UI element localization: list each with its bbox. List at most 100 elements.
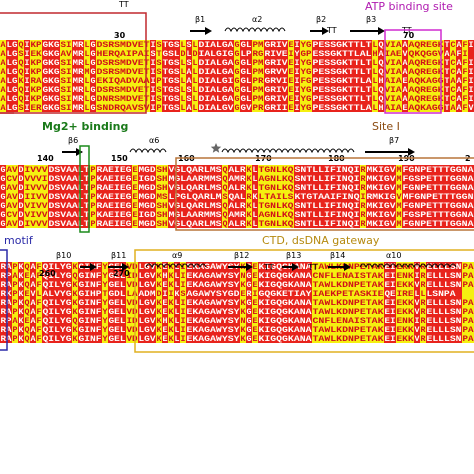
column-shade [408,165,414,228]
column-shade [294,40,300,112]
column-shade [300,165,306,228]
star-marker [210,143,222,153]
column-shade [246,165,252,228]
column-shade [204,40,210,112]
strand-label: β12 [234,251,249,260]
column-shade [72,40,78,112]
column-shade [36,40,42,112]
column-shade [294,262,300,343]
column-shade [462,262,468,343]
column-shade [108,40,114,112]
column-shade [48,40,54,112]
column-shade [174,40,180,112]
column-shade [126,165,132,228]
column-shade [6,165,12,228]
column-shade [252,40,258,112]
column-shade [96,262,102,343]
column-shade [414,40,420,112]
column-shade [216,165,222,228]
sequence-row: GAVDIIVVDSVAALTPKAEIEGEMGDMSLPGLQARLMSQA… [1,193,474,202]
column-shade [150,40,156,112]
column-shade [204,165,210,228]
column-shade [222,165,228,228]
helix-label: α10 [386,251,401,260]
sequence-row: RAPKQAFQILYGKGINFYGELVDLGVKEKLIEKAGAWYSY… [1,308,474,317]
column-shade [0,165,6,228]
column-shade [90,262,96,343]
column-shade [78,40,84,112]
column-shade [366,165,372,228]
ruler-label: 270 [113,269,130,278]
column-shade [408,262,414,343]
column-shade [108,262,114,343]
column-shade [198,262,204,343]
column-shade [282,40,288,112]
column-shade [84,40,90,112]
column-shade [366,40,372,112]
column-shade [372,165,378,228]
column-shade [222,262,228,343]
column-shade [162,262,168,343]
strand-arrow-head [322,27,329,35]
column-shade [120,40,126,112]
column-shade [156,40,162,112]
column-shade [114,165,120,228]
column-shade [216,40,222,112]
column-shade [360,40,366,112]
column-shade [42,262,48,343]
column-shade [282,165,288,228]
column-shade [120,262,126,343]
column-shade [138,165,144,228]
column-shade [78,262,84,343]
column-shade [198,165,204,228]
column-shade [384,40,390,112]
column-shade [12,262,18,343]
column-shade [336,40,342,112]
column-shade [366,262,372,343]
column-shade [288,40,294,112]
column-shade [138,40,144,112]
column-shade [402,40,408,112]
column-shade [396,262,402,343]
sequence-row: ALGKIRAGKGSIMRLGEKIQADVAAIPTGSLALDIALGIG… [1,77,474,86]
column-shade [132,165,138,228]
helix-coil [221,148,355,154]
column-shade [186,40,192,112]
column-shade [354,40,360,112]
column-shade [18,262,24,343]
column-shade [378,165,384,228]
turn-label: TT [263,263,274,272]
region-box [79,145,90,233]
column-shade [90,165,96,228]
sequence-row: ALGQIKPGKGSIMRMGDSRSMDVETISTGSLALDIALGAG… [1,68,474,77]
column-shade [180,262,186,343]
strand-arrow-head [205,27,212,35]
column-shade [432,262,438,343]
strand-label: β1 [195,15,205,24]
strand-label: β6 [68,136,78,145]
column-shade [144,262,150,343]
column-shade [324,262,330,343]
column-shade [168,165,174,228]
column-shade [162,165,168,228]
column-shade [246,262,252,343]
strand-label: β2 [316,15,326,24]
column-shade [126,40,132,112]
column-shade [30,262,36,343]
column-shade [348,40,354,112]
column-shade [216,262,222,343]
column-shade [180,40,186,112]
column-shade [252,165,258,228]
column-shade [468,262,474,343]
column-shade [66,165,72,228]
column-shade [120,165,126,228]
column-shade [174,165,180,228]
column-shade [60,165,66,228]
helix-label: α9 [172,251,182,260]
sequence-layer: ALGQIKPGKGSIMRLGDSRSMDVETISTGSLSLDIALGAG… [0,40,474,344]
column-shade [390,165,396,228]
column-shade [192,262,198,343]
ruler-label: 140 [37,154,54,163]
column-shade [114,40,120,112]
